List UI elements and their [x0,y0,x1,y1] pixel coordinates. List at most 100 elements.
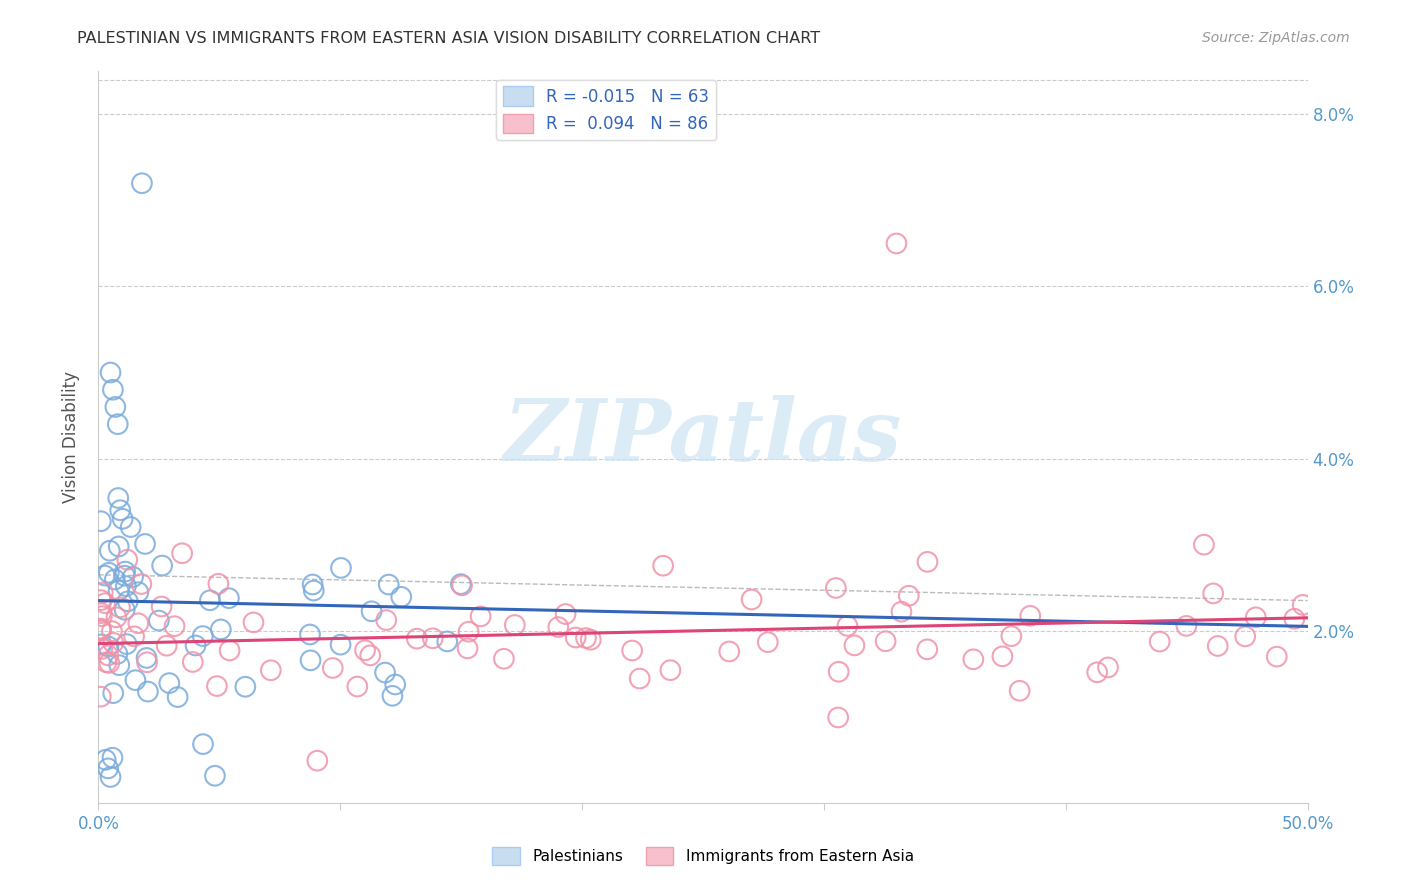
Point [579,632,602,647]
Point [98,656,121,670]
Point [1244,610,1267,624]
Point [962,652,984,666]
Point [450,577,472,591]
Point [470,609,492,624]
Point [136,684,159,698]
Point [1202,586,1225,600]
Point [204,769,226,783]
Point [1292,598,1315,612]
Point [457,624,479,639]
Point [103,636,125,650]
Point [111,512,134,526]
Point [451,578,474,592]
Point [136,655,159,669]
Point [122,629,145,643]
Point [422,632,444,646]
Point [330,561,353,575]
Point [104,573,127,587]
Point [91,641,114,656]
Point [242,615,264,630]
Point [346,680,368,694]
Point [1085,665,1108,680]
Point [360,604,382,618]
Point [359,648,381,663]
Point [827,665,849,679]
Point [307,754,329,768]
Point [124,673,146,687]
Point [503,618,526,632]
Point [897,589,920,603]
Point [718,644,741,658]
Point [890,605,912,619]
Point [157,676,180,690]
Point [659,663,682,677]
Point [90,609,112,624]
Point [91,585,114,599]
Point [172,546,194,560]
Y-axis label: Vision Disability: Vision Disability [62,371,80,503]
Point [827,710,849,724]
Point [90,593,112,607]
Point [105,610,128,624]
Point [90,624,112,638]
Point [107,417,129,432]
Point [301,577,323,591]
Point [492,651,515,665]
Point [117,594,139,608]
Point [120,520,142,534]
Point [564,631,586,645]
Point [150,558,173,573]
Point [94,753,117,767]
Legend: Palestinians, Immigrants from Eastern Asia: Palestinians, Immigrants from Eastern As… [486,841,920,871]
Point [108,658,131,673]
Point [354,643,377,657]
Point [191,629,214,643]
Point [554,607,576,621]
Point [108,600,131,615]
Point [135,651,157,665]
Point [90,514,112,528]
Point [209,623,232,637]
Point [1019,608,1042,623]
Point [127,585,149,599]
Point [115,579,138,593]
Point [166,690,188,704]
Point [652,558,675,573]
Point [1175,619,1198,633]
Point [97,566,120,580]
Point [875,634,897,648]
Point [114,568,136,582]
Point [207,576,229,591]
Point [844,639,866,653]
Point [97,761,120,775]
Point [299,653,322,667]
Text: ZIPatlas: ZIPatlas [503,395,903,479]
Point [1008,683,1031,698]
Point [1265,649,1288,664]
Point [1284,612,1306,626]
Point [93,568,115,582]
Point [107,583,129,598]
Point [381,689,404,703]
Point [127,616,149,631]
Point [181,655,204,669]
Point [886,236,908,251]
Point [298,627,321,641]
Point [117,552,139,566]
Point [107,491,129,505]
Point [131,176,153,190]
Point [163,619,186,633]
Point [1234,629,1257,643]
Point [378,577,401,591]
Point [1097,660,1119,674]
Point [101,383,124,397]
Point [1206,639,1229,653]
Legend: R = -0.015   N = 63, R =  0.094   N = 86: R = -0.015 N = 63, R = 0.094 N = 86 [496,79,716,140]
Point [98,543,121,558]
Point [108,503,131,517]
Point [114,603,136,617]
Point [628,672,651,686]
Point [741,592,763,607]
Point [96,655,118,669]
Point [329,638,352,652]
